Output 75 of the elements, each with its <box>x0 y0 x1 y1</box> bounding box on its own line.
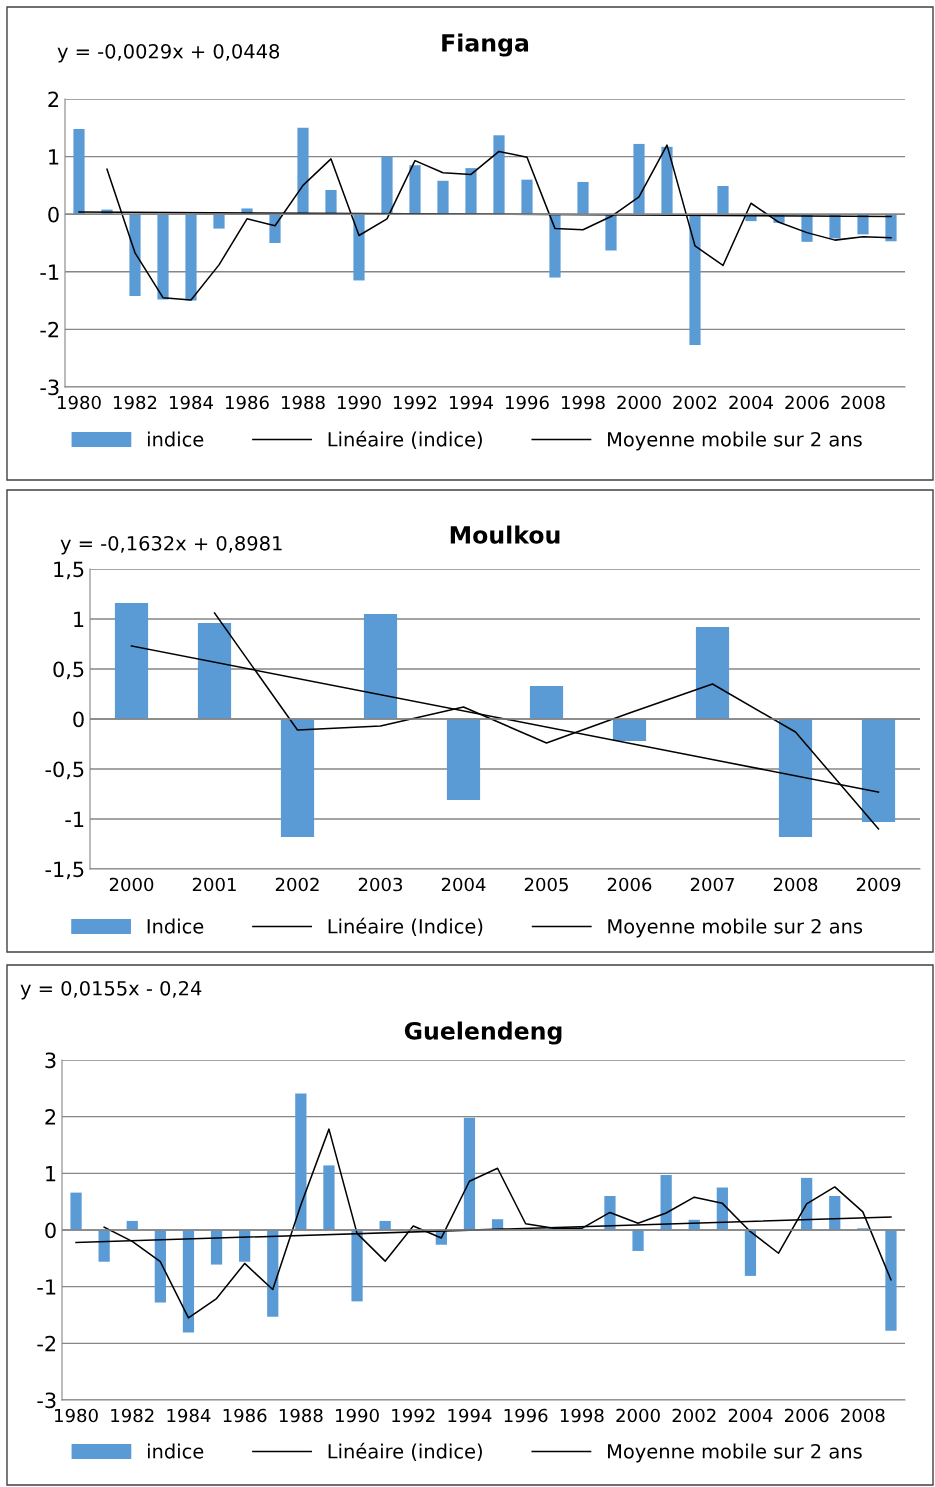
x-tick-label: 1994 <box>448 1408 492 1423</box>
x-tick-label: 2004 <box>729 395 773 410</box>
y-tick-label: 2 <box>45 1109 56 1125</box>
legend-label: Linéaire (Indice) <box>328 917 483 936</box>
legend-label: indice <box>147 1443 204 1459</box>
legend-label: Moyenne mobile sur 2 ans <box>608 918 863 938</box>
legend-label: Indice <box>147 918 204 934</box>
x-tick-label: 2005 <box>524 877 568 892</box>
x-tick-label: 1988 <box>279 1408 323 1423</box>
y-tick-label: 3 <box>45 1052 56 1069</box>
x-tick-label: 2002 <box>673 395 717 410</box>
y-tick-label: -1 <box>40 264 59 280</box>
y-tick-label: -1 <box>37 1279 56 1295</box>
x-tick-label: 2009 <box>856 877 901 892</box>
y-tick-label: 0,5 <box>53 661 84 680</box>
x-tick-label: 1996 <box>506 395 549 410</box>
x-tick-label: 2004 <box>441 877 486 892</box>
x-tick-label: 2000 <box>109 877 154 892</box>
x-tick-label: 2001 <box>192 877 236 892</box>
x-tick-label: 1994 <box>450 395 493 410</box>
y-tick-label: -0,5 <box>45 761 84 780</box>
y-tick-label: -2 <box>40 321 59 338</box>
text: y = 0,0155x - 0,24 <box>20 980 202 1000</box>
chart-title: Moulkou <box>450 525 560 544</box>
x-tick-label: 1992 <box>394 395 437 410</box>
x-tick-label: 2008 <box>841 395 885 410</box>
legend-label: Moyenne mobile sur 2 ans <box>608 1443 862 1463</box>
y-tick-label: -2 <box>37 1335 56 1352</box>
x-tick-label: 1984 <box>170 395 213 410</box>
x-tick-label: 2006 <box>607 877 652 892</box>
y-tick-label: 1 <box>74 611 84 627</box>
y-tick-label: -1 <box>65 811 84 827</box>
x-tick-label: 2006 <box>785 395 829 410</box>
x-tick-label: 1992 <box>392 1408 435 1423</box>
legend-label: Linéaire (indice) <box>328 1442 482 1461</box>
y-tick-label: 0 <box>45 1222 56 1239</box>
x-tick-label: 2006 <box>785 1408 829 1423</box>
x-tick-label: 1986 <box>226 395 269 410</box>
y-tick-label: -3 <box>40 379 59 396</box>
x-tick-label: 1990 <box>338 395 381 410</box>
y-tick-label: 0 <box>73 711 84 728</box>
y-tick-label: -1,5 <box>45 861 84 880</box>
x-tick-label: 2003 <box>358 877 403 892</box>
x-tick-label: 1984 <box>167 1408 211 1423</box>
text: y = -0,1632x + 0,8981 <box>60 535 282 555</box>
legend-label: Moyenne mobile sur 2 ans <box>608 431 862 451</box>
x-tick-label: 2002 <box>275 877 319 892</box>
x-tick-label: 1990 <box>336 1408 379 1423</box>
chart-title: Guelendeng <box>404 1021 562 1045</box>
x-tick-label: 1982 <box>114 395 157 410</box>
x-tick-label: 1986 <box>223 1408 267 1423</box>
y-tick-label: 1 <box>46 1166 56 1182</box>
x-tick-label: 1982 <box>111 1408 154 1423</box>
x-tick-label: 2007 <box>690 877 734 892</box>
x-tick-label: 2000 <box>616 1408 660 1423</box>
x-tick-label: 1980 <box>55 1408 98 1423</box>
chart-title: Fianga <box>442 33 529 57</box>
x-tick-label: 1996 <box>504 1408 548 1423</box>
legend-label: indice <box>147 431 204 447</box>
x-tick-label: 1988 <box>282 395 325 410</box>
x-tick-label: 2002 <box>672 1408 716 1423</box>
x-tick-label: 1998 <box>562 395 605 410</box>
y-tick-label: 0 <box>48 206 59 223</box>
x-tick-label: 1998 <box>560 1408 604 1423</box>
x-tick-label: 2008 <box>773 877 818 892</box>
x-tick-label: 2008 <box>841 1408 885 1423</box>
y-tick-label: 1,5 <box>54 561 84 580</box>
y-tick-label: 1 <box>49 149 59 165</box>
text: y = -0,0029x + 0,0448 <box>57 43 280 63</box>
y-tick-label: 2 <box>48 91 59 107</box>
x-tick-label: 1980 <box>58 395 101 410</box>
legend-label: Linéaire (indice) <box>328 430 482 449</box>
y-tick-label: -3 <box>37 1392 56 1409</box>
x-tick-label: 2004 <box>728 1408 773 1423</box>
x-tick-label: 2000 <box>617 395 661 410</box>
